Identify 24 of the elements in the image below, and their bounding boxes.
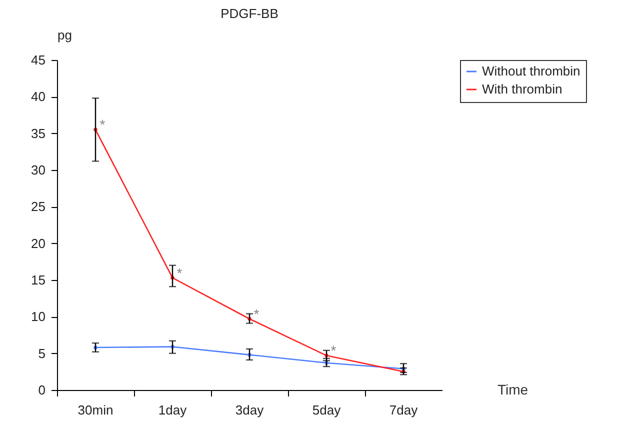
x-tick-label: 5day (312, 402, 342, 418)
y-tick-label: 35 (31, 126, 46, 141)
annotation: * (330, 342, 337, 359)
y-tick-label: 5 (38, 346, 46, 361)
x-tick-label: 30min (78, 402, 114, 418)
y-tick-label: 30 (31, 162, 46, 178)
chart-title: PDGF-BB (220, 6, 278, 21)
y-tick-label: 45 (31, 52, 46, 68)
y-tick-label: 0 (38, 382, 46, 398)
y-tick-label: 15 (31, 272, 46, 288)
x-tick-label: 7day (389, 402, 418, 418)
y-axis-title: pg (58, 28, 72, 42)
annotation: * (100, 116, 106, 133)
x-axis-title: Time (498, 382, 528, 398)
x-tick-label: 3day (235, 402, 264, 418)
x-tick-label: 1day (158, 402, 188, 418)
y-tick-label: 25 (31, 199, 46, 214)
annotation: * (176, 264, 183, 281)
annotation: * (254, 306, 260, 322)
y-tick-label: 20 (31, 236, 46, 251)
legend-label: With thrombin (482, 82, 562, 96)
y-tick-label: 40 (31, 89, 46, 104)
legend-label: Without thrombin (482, 64, 580, 78)
y-tick-label: 10 (31, 309, 46, 324)
